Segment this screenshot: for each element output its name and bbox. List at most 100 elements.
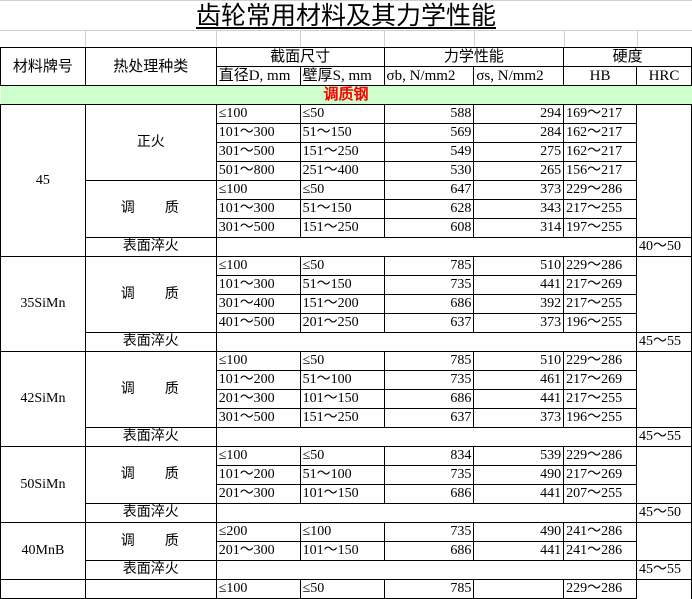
hrc-empty-cell[interactable] — [636, 351, 692, 428]
thickness-cell[interactable]: 151～200 — [299, 294, 385, 314]
sigma-s-cell[interactable]: 284 — [473, 123, 565, 143]
heat-treatment-cell[interactable]: 调质 — [84, 256, 217, 333]
hb-cell[interactable]: 162～217 — [563, 142, 638, 162]
diameter-cell[interactable]: 501～800 — [215, 161, 301, 181]
hb-cell[interactable]: 217～269 — [563, 275, 638, 295]
sigma-b-cell[interactable]: 686 — [383, 294, 475, 314]
material-name-cell[interactable]: 40MnB — [0, 522, 86, 580]
diameter-cell[interactable]: 201～300 — [215, 389, 301, 409]
hrc-cell[interactable]: 45～55 — [636, 560, 692, 580]
sigma-b-cell[interactable]: 549 — [383, 142, 475, 162]
heat-treatment-cell[interactable]: 表面淬火 — [84, 332, 217, 352]
header-thickness[interactable]: 壁厚S, mm — [299, 66, 385, 86]
heat-treatment-cell[interactable]: 表面淬火 — [84, 560, 217, 580]
hrc-cell[interactable]: 45～55 — [636, 332, 692, 352]
sigma-s-cell[interactable]: 314 — [473, 218, 565, 238]
diameter-cell[interactable]: ≤200 — [215, 522, 301, 542]
sigma-s-cell[interactable]: 373 — [473, 180, 565, 200]
hrc-empty-cell[interactable] — [636, 522, 692, 561]
header-sigma-s[interactable]: σs, N/mm2 — [473, 66, 565, 86]
diameter-cell[interactable]: ≤100 — [215, 180, 301, 200]
thickness-cell[interactable]: 51～100 — [299, 370, 385, 390]
diameter-cell[interactable]: 201～300 — [215, 541, 301, 561]
hb-cell[interactable]: 229～286 — [563, 351, 638, 371]
hb-cell[interactable]: 241～286 — [563, 522, 638, 542]
thickness-cell[interactable]: ≤100 — [299, 522, 385, 542]
diameter-cell[interactable]: ≤100 — [215, 446, 301, 466]
sigma-b-cell[interactable]: 647 — [383, 180, 475, 200]
sigma-b-cell[interactable]: 785 — [383, 256, 475, 276]
sigma-b-cell[interactable]: 735 — [383, 465, 475, 485]
hb-cell[interactable]: 229～286 — [563, 579, 638, 599]
heat-treatment-cell[interactable]: 表面淬火 — [84, 237, 217, 257]
heat-treatment-cell[interactable] — [84, 579, 217, 599]
sigma-s-cell[interactable] — [473, 579, 565, 599]
diameter-cell[interactable]: ≤100 — [215, 104, 301, 124]
thickness-cell[interactable]: ≤50 — [299, 256, 385, 276]
sigma-s-cell[interactable]: 275 — [473, 142, 565, 162]
hb-cell[interactable]: 156～217 — [563, 161, 638, 181]
heat-treatment-cell[interactable]: 调质 — [84, 180, 217, 238]
material-name-cell[interactable]: 42SiMn — [0, 351, 86, 447]
heat-treatment-cell[interactable]: 调质 — [84, 446, 217, 504]
hb-cell[interactable]: 217～269 — [563, 370, 638, 390]
diameter-cell[interactable]: 101～300 — [215, 275, 301, 295]
sigma-s-cell[interactable]: 441 — [473, 484, 565, 504]
diameter-cell[interactable]: 101～300 — [215, 199, 301, 219]
thickness-cell[interactable]: 101～150 — [299, 389, 385, 409]
merged-empty-cell[interactable] — [215, 332, 638, 352]
sigma-s-cell[interactable]: 441 — [473, 389, 565, 409]
diameter-cell[interactable]: 301～500 — [215, 408, 301, 428]
thickness-cell[interactable]: 51～100 — [299, 465, 385, 485]
header-diameter[interactable]: 直径D, mm — [215, 66, 301, 86]
hrc-cell[interactable]: 45～50 — [636, 503, 692, 523]
header-mechanical[interactable]: 力学性能 — [383, 47, 565, 67]
hb-cell[interactable]: 229～286 — [563, 446, 638, 466]
heat-treatment-cell[interactable]: 调质 — [84, 351, 217, 428]
hb-cell[interactable]: 196～255 — [563, 313, 638, 333]
heat-treatment-cell[interactable]: 表面淬火 — [84, 503, 217, 523]
header-section-size[interactable]: 截面尺寸 — [215, 47, 385, 67]
material-name-cell[interactable]: 45 — [0, 104, 86, 257]
diameter-cell[interactable]: 101～200 — [215, 465, 301, 485]
sigma-s-cell[interactable]: 461 — [473, 370, 565, 390]
hrc-empty-cell[interactable] — [636, 256, 692, 333]
sigma-s-cell[interactable]: 392 — [473, 294, 565, 314]
material-name-cell[interactable]: 50SiMn — [0, 446, 86, 523]
header-hrc[interactable]: HRC — [636, 66, 692, 86]
sigma-b-cell[interactable]: 628 — [383, 199, 475, 219]
header-hb[interactable]: HB — [563, 66, 638, 86]
thickness-cell[interactable]: 151～250 — [299, 408, 385, 428]
diameter-cell[interactable]: ≤100 — [215, 256, 301, 276]
hb-cell[interactable]: 217～255 — [563, 199, 638, 219]
sigma-b-cell[interactable]: 735 — [383, 370, 475, 390]
thickness-cell[interactable]: ≤50 — [299, 446, 385, 466]
thickness-cell[interactable]: 101～150 — [299, 484, 385, 504]
sigma-b-cell[interactable]: 785 — [383, 579, 475, 599]
thickness-cell[interactable]: ≤50 — [299, 579, 385, 599]
hb-cell[interactable]: 217～255 — [563, 389, 638, 409]
hb-cell[interactable]: 229～286 — [563, 180, 638, 200]
sigma-s-cell[interactable]: 343 — [473, 199, 565, 219]
diameter-cell[interactable]: ≤100 — [215, 579, 301, 599]
hb-cell[interactable]: 162～217 — [563, 123, 638, 143]
hrc-cell[interactable]: 45～55 — [636, 427, 692, 447]
sigma-s-cell[interactable]: 510 — [473, 256, 565, 276]
sigma-s-cell[interactable]: 373 — [473, 408, 565, 428]
heat-treatment-cell[interactable]: 表面淬火 — [84, 427, 217, 447]
sigma-b-cell[interactable]: 686 — [383, 389, 475, 409]
diameter-cell[interactable]: 401～500 — [215, 313, 301, 333]
hb-cell[interactable]: 241～286 — [563, 541, 638, 561]
hrc-cell[interactable]: 40～50 — [636, 237, 692, 257]
section-quenched-tempered-steel[interactable]: 调质钢 — [0, 85, 692, 105]
diameter-cell[interactable]: 201～300 — [215, 484, 301, 504]
diameter-cell[interactable]: 301～400 — [215, 294, 301, 314]
hrc-empty-cell[interactable] — [636, 446, 692, 504]
sigma-s-cell[interactable]: 510 — [473, 351, 565, 371]
diameter-cell[interactable]: 101～300 — [215, 123, 301, 143]
sigma-b-cell[interactable]: 686 — [383, 541, 475, 561]
sigma-s-cell[interactable]: 490 — [473, 522, 565, 542]
sigma-b-cell[interactable]: 608 — [383, 218, 475, 238]
sigma-b-cell[interactable]: 530 — [383, 161, 475, 181]
sigma-s-cell[interactable]: 441 — [473, 541, 565, 561]
